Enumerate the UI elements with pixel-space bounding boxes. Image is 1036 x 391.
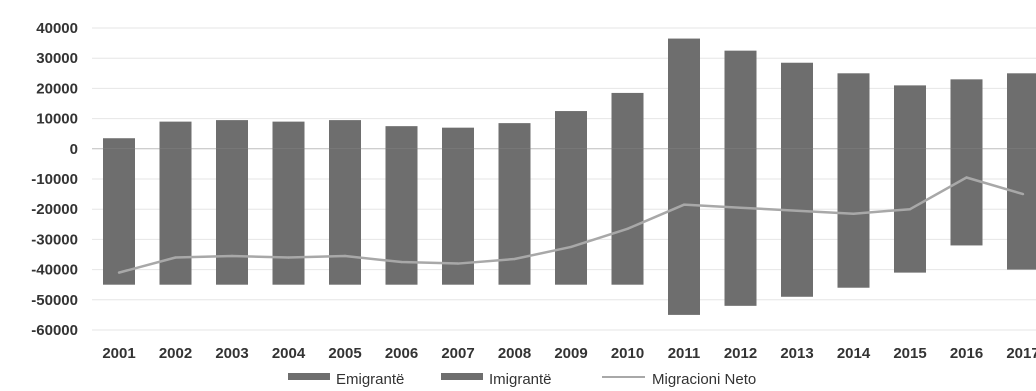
y-tick-label: -40000: [31, 262, 78, 279]
net-migration-point: [400, 260, 403, 264]
legend-label-emigrante: Emigrantë: [336, 371, 404, 388]
bar-emigrante: [555, 148, 587, 285]
net-migration-point: [626, 227, 629, 231]
y-tick-label: 0: [70, 141, 78, 158]
net-migration-point: [287, 256, 290, 259]
y-tick-label: 10000: [36, 111, 78, 128]
bar-imigrante: [498, 123, 531, 149]
x-tick-label: 2013: [780, 345, 813, 362]
net-migration-point: [230, 254, 234, 258]
bar-imigrante: [894, 85, 926, 149]
legend-swatch-imigrante: [441, 373, 483, 380]
bar-emigrante: [611, 148, 644, 285]
bar-emigrante: [724, 148, 757, 306]
bar-imigrante: [216, 120, 248, 149]
x-tick-label: 2015: [893, 345, 926, 362]
net-migration-point: [1021, 192, 1025, 196]
x-tick-label: 2008: [498, 345, 531, 362]
legend-label-migracioni-neto: Migracioni Neto: [652, 371, 756, 388]
net-migration-line-layer: [117, 176, 1025, 274]
y-tick-label: -60000: [31, 322, 78, 339]
x-axis: 2001 2002 2003 2004 2005 2006 2007 2008 2009 2010…: [102, 345, 1036, 362]
net-migration-point: [739, 206, 742, 209]
net-migration-point: [795, 209, 799, 212]
x-tick-label: 2006: [385, 345, 418, 362]
legend: Emigrantë Imigrantë Migracioni Neto: [288, 371, 756, 388]
x-tick-label: 2012: [724, 345, 757, 362]
net-migration-point: [852, 212, 855, 215]
x-tick-label: 2005: [328, 345, 361, 362]
bar-emigrante: [781, 148, 813, 297]
y-tick-label: -10000: [31, 171, 78, 188]
x-tick-label: 2014: [837, 345, 871, 362]
y-tick-label: -20000: [31, 201, 78, 218]
y-tick-label: -50000: [31, 292, 78, 309]
net-migration-point: [569, 245, 573, 249]
y-tick-label: 40000: [36, 20, 78, 37]
bar-emigrante: [668, 148, 700, 315]
x-tick-label: 2011: [668, 345, 701, 362]
bar-emigrante: [216, 148, 248, 285]
bar-imigrante: [329, 120, 361, 149]
bar-imigrante: [837, 73, 870, 149]
bar-imigrante: [611, 92, 644, 149]
bar-imigrante: [1007, 73, 1036, 149]
y-tick-label: 20000: [36, 80, 78, 97]
bars: [103, 38, 1036, 315]
x-tick-label: 2017: [1006, 345, 1036, 362]
x-tick-label: 2010: [611, 345, 644, 362]
bar-imigrante: [724, 50, 757, 149]
bar-emigrante: [837, 148, 870, 288]
bar-emigrante: [385, 148, 418, 285]
bar-emigrante: [329, 148, 361, 285]
x-tick-label: 2007: [441, 345, 474, 362]
bar-imigrante: [950, 79, 983, 149]
legend-swatch-emigrante: [288, 373, 330, 380]
bar-emigrante: [103, 148, 135, 285]
net-migration-point: [513, 257, 516, 261]
bar-emigrante: [159, 148, 192, 285]
x-tick-label: 2004: [272, 345, 306, 362]
x-tick-label: 2001: [102, 345, 135, 362]
bar-emigrante: [1007, 148, 1036, 270]
y-axis: 40000 30000 20000 10000 0 -10000 -20000 -30000 -…: [31, 20, 78, 339]
bar-imigrante: [668, 38, 700, 149]
net-migration-point: [456, 262, 460, 265]
net-migration-point: [965, 176, 968, 179]
y-tick-label: -30000: [31, 231, 78, 248]
legend-label-imigrante: Imigrantë: [489, 371, 552, 388]
net-migration-point: [117, 271, 121, 274]
bar-emigrante: [498, 148, 531, 285]
net-migration-point: [682, 203, 686, 206]
net-migration-point: [908, 208, 912, 211]
bar-imigrante: [103, 138, 135, 149]
bar-imigrante: [159, 121, 192, 149]
bar-emigrante: [950, 148, 983, 246]
bar-emigrante: [272, 148, 305, 285]
x-tick-label: 2002: [159, 345, 192, 362]
bar-imigrante: [442, 127, 474, 149]
bar-imigrante: [272, 121, 305, 149]
y-tick-label: 30000: [36, 50, 78, 67]
bar-imigrante: [781, 62, 813, 149]
bar-imigrante: [555, 111, 587, 149]
x-tick-label: 2016: [950, 345, 983, 362]
x-tick-label: 2009: [554, 345, 587, 362]
net-migration-point: [343, 254, 347, 258]
bar-imigrante: [385, 126, 418, 149]
net-migration-point: [174, 256, 177, 259]
x-tick-label: 2003: [215, 345, 248, 362]
